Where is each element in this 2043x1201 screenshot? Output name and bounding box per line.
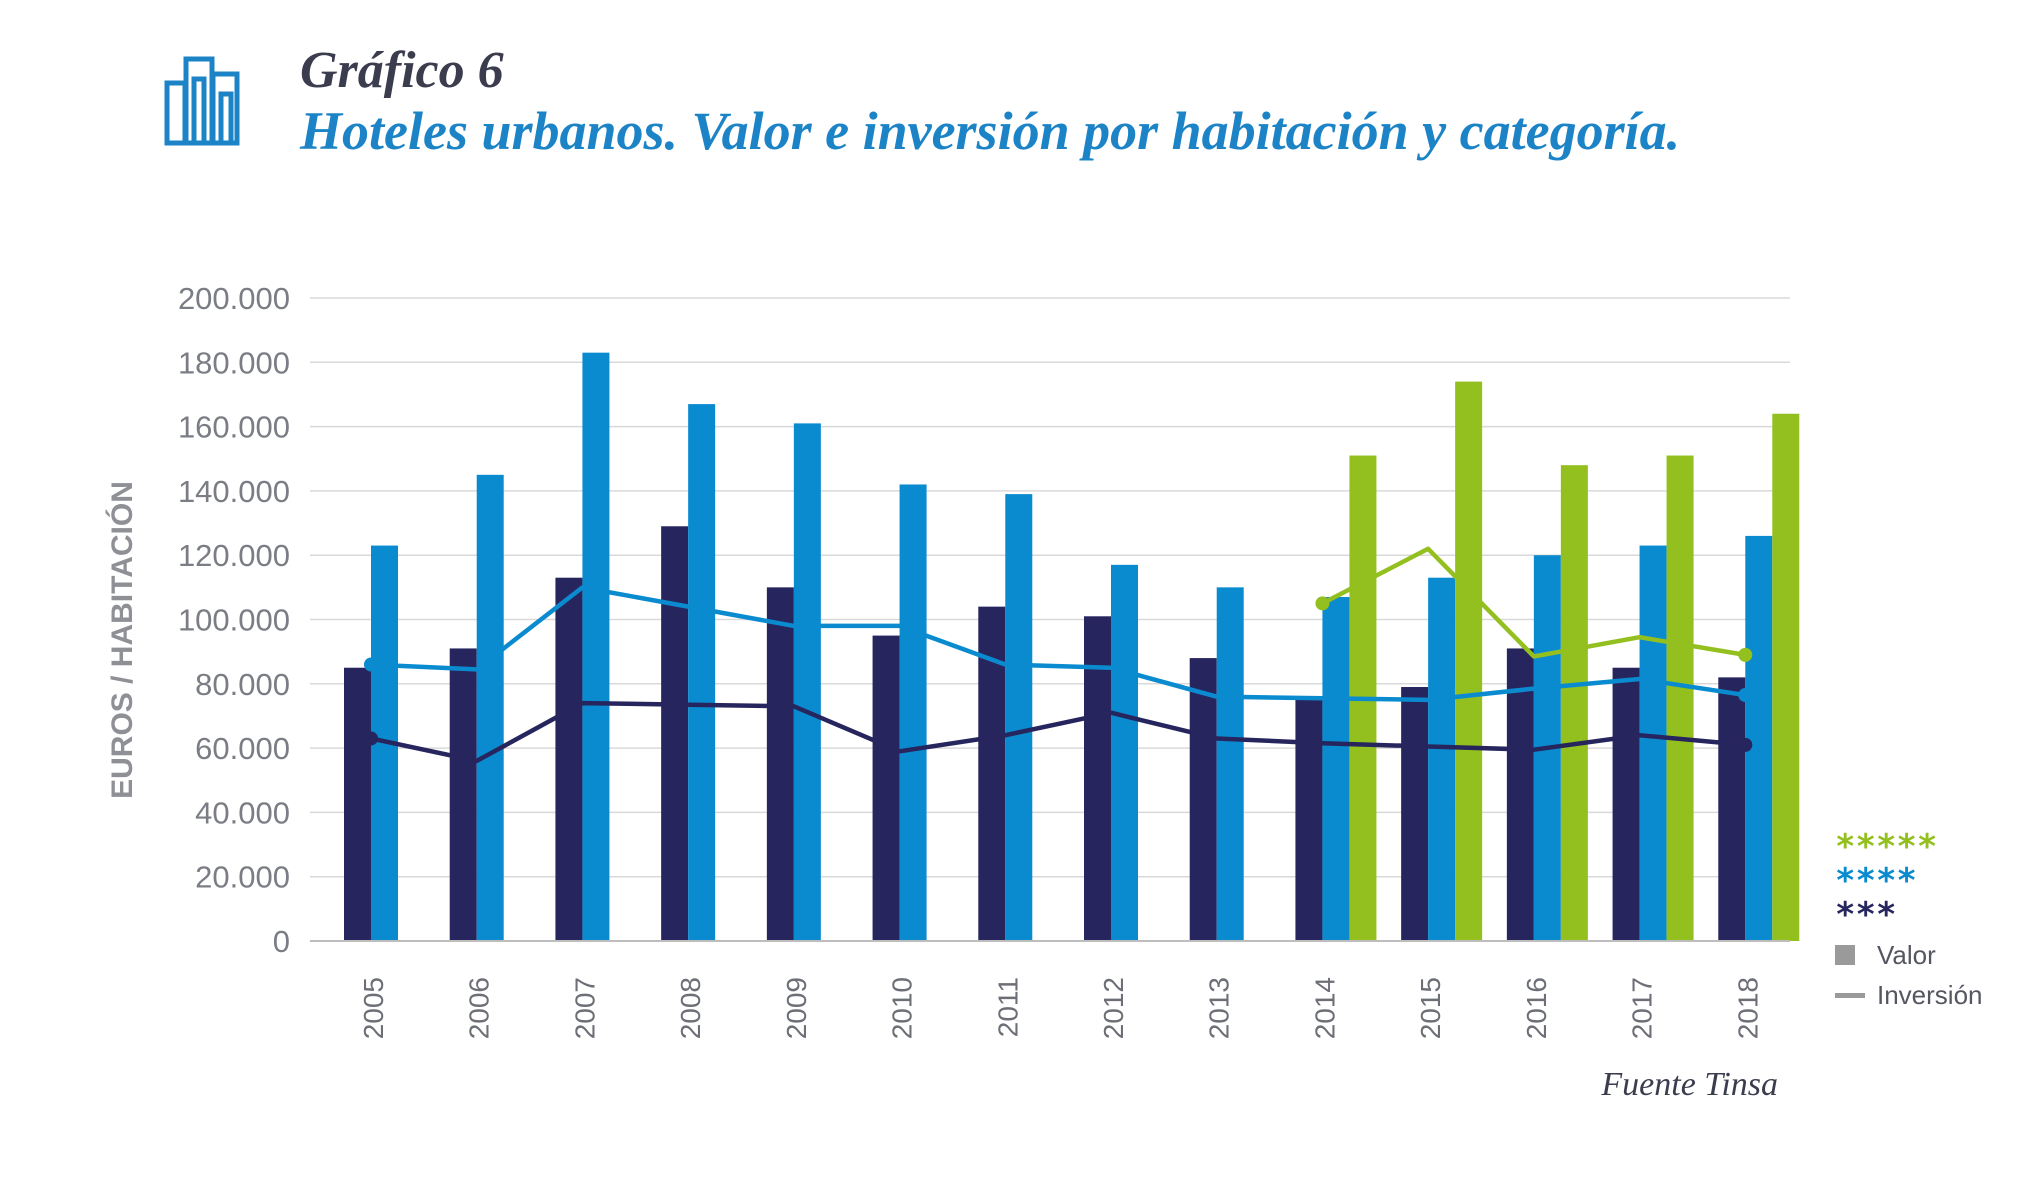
- x-tick-label: 2011: [992, 977, 1023, 1037]
- y-tick-label: 60.000: [195, 731, 290, 766]
- x-tick-label: 2016: [1521, 977, 1552, 1039]
- x-tick-label: 2009: [781, 977, 812, 1039]
- bar: [1772, 413, 1800, 941]
- legend-label-five-star: *****: [1835, 827, 1938, 867]
- line-point: [1738, 688, 1753, 703]
- lines: [364, 546, 1753, 764]
- bar: [1612, 667, 1640, 941]
- bar: [1401, 687, 1429, 941]
- y-tick-label: 160.000: [178, 410, 290, 445]
- line-point: [1738, 647, 1753, 662]
- series-line: [1321, 546, 1746, 659]
- chart-title: Gráfico 6: [300, 42, 504, 99]
- chart-subtitle: Hoteles urbanos. Valor e inversión por h…: [300, 100, 1681, 161]
- bar: [1718, 677, 1746, 941]
- legend-item-four-star: ****: [1835, 864, 1983, 898]
- bars: [344, 352, 1800, 942]
- y-tick-label: 40.000: [195, 795, 290, 830]
- bar: [555, 577, 583, 941]
- legend-label-inversion: Inversión: [1877, 980, 1983, 1010]
- legend-item-inversion: Inversión: [1835, 978, 1983, 1012]
- bar: [1666, 455, 1694, 941]
- bar: [793, 423, 821, 941]
- bar: [1560, 465, 1588, 941]
- line-icon: [1835, 992, 1865, 998]
- line-point: [1315, 596, 1330, 611]
- x-tick-label: 2014: [1309, 977, 1340, 1039]
- axes: 0 20.000 40.000 60.000 80.000 100.000 120.000 1…: [178, 281, 1790, 1039]
- bar: [899, 484, 927, 941]
- x-tick-label: 2010: [887, 977, 918, 1039]
- bar: [1639, 545, 1667, 941]
- bar: [1428, 577, 1456, 941]
- square-icon: [1835, 945, 1855, 965]
- bar: [1111, 564, 1138, 941]
- legend-item-three-star: ***: [1835, 898, 1983, 932]
- series-line: [370, 700, 1746, 764]
- x-tick-label: 2013: [1204, 977, 1235, 1039]
- legend-label-valor: Valor: [1877, 940, 1936, 970]
- line-point: [364, 731, 378, 746]
- bar: [766, 587, 794, 941]
- series-line: [370, 585, 1746, 703]
- bar: [661, 526, 689, 941]
- bar: [1295, 699, 1323, 941]
- bar: [1216, 587, 1244, 941]
- y-tick-label: 0: [273, 924, 290, 959]
- bar: [582, 352, 610, 941]
- line-point: [1738, 737, 1753, 752]
- bar: [1189, 658, 1217, 941]
- buildings-icon: [164, 56, 240, 146]
- y-tick-label: 120.000: [178, 538, 290, 573]
- legend-item-valor: Valor: [1835, 938, 1983, 972]
- y-tick-label: 100.000: [178, 603, 290, 638]
- bar: [476, 474, 504, 941]
- legend: ***** **** *** Valor Inversión: [1835, 830, 1983, 1012]
- legend-label-four-star: ****: [1835, 861, 1917, 901]
- y-tick-label: 80.000: [195, 667, 290, 702]
- y-tick-label: 200.000: [178, 281, 290, 316]
- source-note: Fuente Tinsa: [1601, 1066, 1778, 1103]
- bar: [344, 667, 371, 941]
- bar: [1084, 616, 1111, 941]
- bar: [449, 648, 477, 941]
- x-tick-label: 2018: [1732, 977, 1763, 1039]
- y-tick-label: 20.000: [195, 860, 290, 895]
- x-tick-label: 2005: [358, 977, 389, 1039]
- y-axis-label: EUROS / HABITACIÓN: [105, 481, 139, 799]
- bar: [1455, 381, 1483, 942]
- y-tick-label: 140.000: [178, 474, 290, 509]
- x-tick-label: 2012: [1098, 977, 1129, 1039]
- legend-item-five-star: *****: [1835, 830, 1983, 864]
- bar: [1506, 648, 1534, 941]
- x-tick-label: 2008: [675, 977, 706, 1039]
- title-block: Gráfico 6 Hoteles urbanos. Valor e inver…: [300, 42, 1681, 163]
- x-tick-label: 2015: [1415, 977, 1446, 1039]
- x-tick-label: 2006: [464, 977, 495, 1039]
- bar: [872, 635, 900, 941]
- bar: [1322, 596, 1350, 941]
- bar: [1745, 535, 1773, 941]
- x-tick-label: 2017: [1627, 977, 1658, 1039]
- x-tick-label: 2007: [569, 977, 600, 1039]
- y-tick-label: 180.000: [178, 345, 290, 380]
- bar: [688, 404, 716, 942]
- line-point: [364, 657, 378, 672]
- legend-label-three-star: ***: [1835, 895, 1897, 935]
- bar: [1005, 494, 1033, 941]
